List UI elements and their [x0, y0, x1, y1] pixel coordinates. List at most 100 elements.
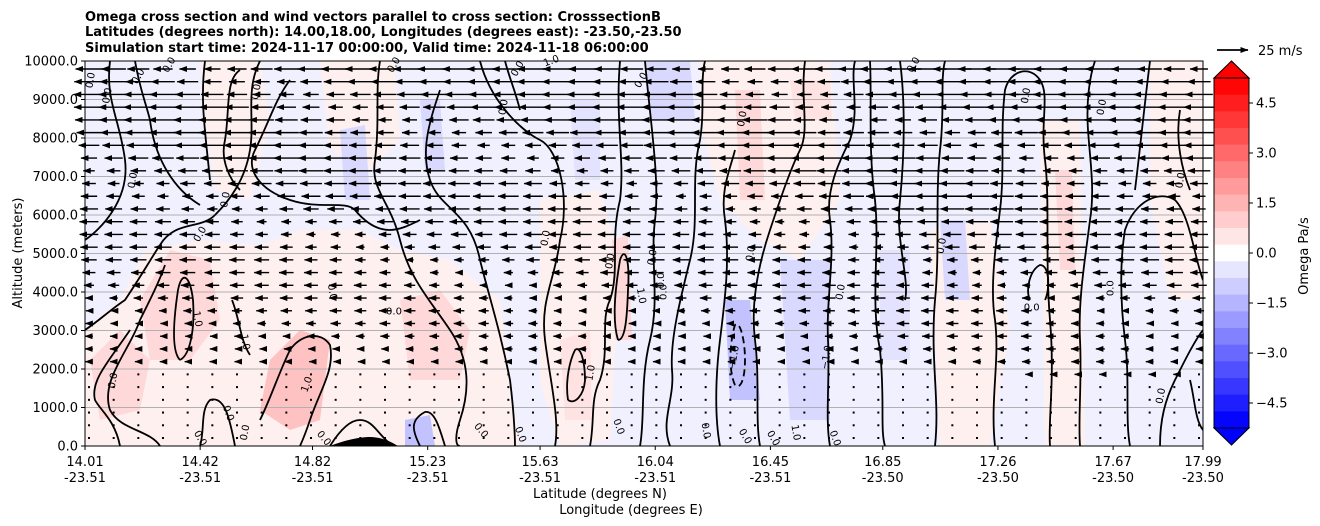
- contour-label: 0.0: [646, 249, 660, 267]
- wind-vector: [137, 437, 140, 439]
- terrain-fill: [330, 437, 398, 446]
- wind-vector: [902, 373, 904, 376]
- wind-vector: [976, 424, 978, 427]
- wind-vector: [754, 437, 756, 439]
- wind-vector: [704, 437, 707, 439]
- wind-vector: [852, 424, 855, 427]
- omega-contour: [202, 61, 211, 181]
- wind-vector: [729, 424, 732, 427]
- contour-label: 0.0: [1024, 302, 1040, 313]
- x-tick-label-longitude: -23.51: [292, 471, 334, 486]
- x-tick-label-latitude: 14.82: [294, 455, 331, 470]
- wind-vector: [1000, 386, 1003, 389]
- colorbar-tick-label: −1.5: [1256, 297, 1288, 312]
- title-line-2: Latitudes (degrees north): 14.00,18.00, …: [85, 25, 682, 40]
- y-axis-label: Altitude (meters): [11, 198, 26, 309]
- x-tick-label-longitude: -23.51: [519, 471, 561, 486]
- colorbar-tick-label: 0.0: [1256, 247, 1277, 262]
- contour-label: −1.0: [820, 345, 835, 371]
- wind-vector: [680, 437, 682, 439]
- wind-vector: [310, 437, 312, 439]
- wind-vector: [285, 386, 288, 389]
- wind-vector: [162, 386, 164, 389]
- wind-vector: [236, 373, 238, 376]
- wind-vector: [408, 424, 411, 427]
- wind-vector: [630, 411, 633, 414]
- contour-label: 0.0: [610, 418, 626, 437]
- contour-label: 0.0: [1174, 172, 1188, 190]
- x-axis-label-latitude: Latitude (degrees N): [533, 487, 667, 502]
- omega-contour: [259, 335, 332, 446]
- wind-vector: [285, 437, 288, 439]
- wind-vector: [852, 373, 855, 376]
- contour-label: 1.0: [299, 375, 315, 394]
- wind-vector: [1099, 411, 1102, 414]
- wind-vector: [458, 424, 460, 427]
- wind-vector: [926, 424, 929, 427]
- wind-vector: [1074, 424, 1077, 427]
- wind-vector: [680, 373, 682, 376]
- wind-vector: [1148, 398, 1151, 401]
- chart-title: Omega cross section and wind vectors par…: [85, 10, 682, 56]
- contour-label: 0.0: [1105, 280, 1116, 296]
- omega-contour: [1078, 61, 1096, 446]
- wind-vector: [1198, 398, 1200, 401]
- omega-contour: [826, 61, 856, 446]
- wind-vector: [260, 424, 263, 427]
- colorbar-band: [1214, 244, 1249, 262]
- wind-vector: [976, 373, 978, 376]
- y-tick-label: 8000.0: [33, 132, 79, 147]
- wind-vector: [1025, 398, 1028, 401]
- wind-vector: [359, 424, 362, 427]
- x-tick-label-latitude: 14.42: [182, 455, 219, 470]
- wind-vector: [1025, 437, 1028, 439]
- omega-contour: [134, 61, 201, 206]
- wind-vector: [310, 424, 312, 427]
- title-line-3: Simulation start time: 2024-11-17 00:00:…: [85, 41, 649, 56]
- wind-vector: [1000, 424, 1003, 427]
- wind-vector: [729, 437, 732, 439]
- wind-vector: [408, 437, 411, 439]
- contour-label: 0.0: [497, 98, 511, 116]
- contour-label: 0.0: [107, 372, 121, 390]
- wind-vector: [902, 386, 904, 389]
- y-tick-label: 3000.0: [33, 324, 79, 339]
- colorbar-band: [1214, 144, 1249, 162]
- wind-vector: [655, 424, 658, 427]
- wind-vector: [1124, 386, 1126, 389]
- x-tick-label-longitude: -23.51: [64, 471, 106, 486]
- wind-vector: [1198, 437, 1200, 439]
- wind-vector: [803, 411, 806, 414]
- wind-vector: [828, 437, 830, 439]
- wind-vector: [236, 411, 238, 414]
- wind-vector: [1173, 411, 1176, 414]
- omega-contour: [85, 61, 127, 241]
- contour-label: 0.0: [220, 404, 236, 423]
- colorbar-band: [1214, 161, 1249, 179]
- wind-vector: [852, 437, 855, 439]
- wind-vector: [556, 386, 559, 389]
- wind-vector: [680, 398, 682, 401]
- x-tick-label-longitude: -23.51: [407, 471, 449, 486]
- x-axis-label-longitude: Longitude (degrees E): [559, 503, 703, 518]
- omega-contour: [613, 253, 630, 341]
- colorbar-band: [1214, 111, 1249, 129]
- wind-vector: [186, 437, 189, 439]
- wind-vector: [951, 386, 954, 389]
- x-tick-label-latitude: 15.23: [409, 455, 446, 470]
- wind-vector: [1050, 437, 1052, 439]
- colorbar-band: [1214, 94, 1249, 112]
- wind-vector: [408, 398, 411, 401]
- wind-vector: [285, 411, 288, 414]
- x-tick-label-latitude: 16.04: [637, 455, 674, 470]
- colorbar-band: [1214, 361, 1249, 379]
- y-tick-label: 2000.0: [33, 363, 79, 378]
- wind-vector: [581, 386, 584, 389]
- wind-vector: [162, 373, 164, 376]
- colorbar-label: Omega Pa/s: [1297, 217, 1312, 295]
- wind-vector: [507, 424, 510, 427]
- contour-label: 0.0: [84, 72, 98, 90]
- contour-label: 0.0: [1020, 87, 1034, 105]
- contour-label: 0.0: [1096, 98, 1110, 116]
- wind-vector: [556, 373, 559, 376]
